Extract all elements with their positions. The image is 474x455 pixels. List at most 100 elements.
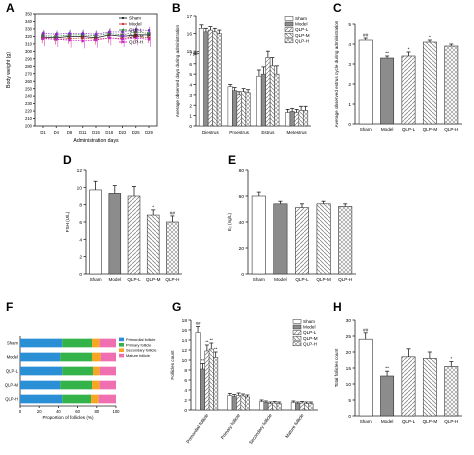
panel-c-error-bar — [449, 43, 454, 46]
panel-b-x-tick-label: Diestrus — [202, 130, 220, 135]
panel-b-y-tick-label: 15 — [187, 49, 193, 55]
panel-f-legend-label: Mature follicle — [126, 353, 150, 358]
panel-g-error-bar — [291, 400, 296, 403]
panel-g-error-bar — [259, 399, 264, 402]
panel-f-bar-segment — [91, 394, 99, 404]
panel-b-error-bar — [246, 89, 251, 93]
panel-c-error-bar — [363, 37, 368, 40]
panel-e-bar-qlp-h — [338, 206, 353, 275]
panel-a-legend-label: QLP-M — [129, 34, 144, 39]
panel-f-stacked-bar-chart: 0 20 40 60 80 100 Proportion of follicles (%) S… — [5, 336, 157, 420]
panel-a-point — [94, 32, 98, 36]
panel-b-bar-qlp-m — [212, 31, 218, 127]
panel-b-legend-label: QLP-L — [295, 27, 309, 32]
panel-d-y-tick-label: 8 — [79, 203, 82, 209]
panel-g-y-tick-label: 12 — [182, 348, 188, 354]
panel-b-y-tick-label: 0 — [189, 124, 192, 130]
panel-h-y-tick-label: 15 — [346, 366, 352, 372]
panel-g-bar-qlp-h — [213, 357, 219, 411]
panel-b-legend-swatch — [284, 32, 294, 38]
panel-a-point — [121, 38, 124, 41]
panel-d-bar-qlp-h — [166, 221, 179, 275]
panel-d-y-tick-label: 6 — [79, 220, 82, 226]
panel-g-error-bar — [308, 401, 313, 404]
panel-g-error-bar — [268, 401, 273, 404]
panel-a-y-tick-label: 350 — [25, 12, 33, 17]
panel-g-y-tick-label: 8 — [184, 368, 187, 374]
panel-a-point — [147, 29, 151, 32]
panel-a-legend-label: Sham — [129, 16, 141, 21]
panel-g-error-bar — [263, 400, 268, 403]
panel-b-axis-break-mark — [192, 52, 200, 56]
panel-a-y-tick-label: 260 — [25, 79, 33, 84]
panel-b-error-bar — [285, 109, 290, 113]
panel-b-y-tick-label: 3 — [189, 93, 192, 99]
panel-f-bar-segment — [92, 380, 100, 390]
panel-a-legend-label: QLP-L — [129, 28, 143, 33]
panel-g-y-tick-label: 10 — [182, 358, 188, 364]
panel-f-bar-segment — [62, 394, 92, 404]
panel-b-legend-label: Model — [295, 22, 308, 27]
panel-h-error-bar — [385, 370, 390, 376]
panel-b-x-tick-label: Proestrus — [229, 130, 249, 135]
panel-f-y-tick-label: Sham — [7, 341, 18, 346]
panel-b-error-bar — [299, 105, 304, 111]
panel-h-y-tick-label: 10 — [346, 382, 352, 388]
panel-d-error-bar — [132, 186, 136, 196]
panel-c-bar-model — [380, 57, 395, 125]
panel-g-bar-qlp-h — [244, 396, 250, 411]
panel-b-bar-qlp-m — [241, 91, 247, 127]
panel-d-y-tick-label: 12 — [77, 168, 83, 174]
panel-f-bar-segment — [20, 366, 63, 376]
panel-d-x-tick-label: Sham — [90, 277, 102, 282]
panel-f-x-tick-label: 40 — [56, 409, 61, 414]
panel-b-error-bar — [265, 50, 270, 58]
panel-g-y-tick-label: 18 — [182, 318, 188, 324]
panel-a-x-tick-label: D8 — [67, 130, 73, 135]
panel-g-bar-qlp-l — [299, 402, 305, 411]
panel-b-legend-swatch — [284, 38, 294, 44]
panel-b-error-bar — [270, 57, 275, 66]
panel-g-bar-qlp-l — [204, 350, 210, 411]
panel-f-x-tick-label: 20 — [37, 409, 42, 414]
panel-a-point — [134, 36, 138, 40]
panel-g-legend-swatch — [292, 341, 302, 347]
panel-f-legend-swatch — [119, 348, 124, 352]
panel-b-error-bar — [294, 109, 299, 113]
panel-h-y-tick-label: 30 — [346, 318, 352, 324]
panel-b-error-bar — [217, 29, 222, 34]
panel-g-error-bar — [245, 394, 250, 397]
panel-g-bar-sham — [259, 401, 265, 411]
panel-d-error-bar — [170, 215, 175, 222]
panel-e-y-tick-label: 60 — [239, 194, 245, 200]
panel-e-y-axis-label: E₂ (ng/L) — [227, 212, 232, 231]
panel-b-legend-label: QLP-H — [295, 38, 309, 43]
panel-a-series-qlp-m — [41, 25, 151, 38]
panel-e-x-tick-label: QLP-H — [338, 277, 352, 282]
panel-g-significance-label: ## — [196, 321, 201, 326]
panel-a-y-tick-label: 320 — [25, 34, 33, 39]
panel-g-bar-qlp-m — [208, 348, 214, 411]
panel-f-legend-swatch — [119, 353, 124, 358]
panel-c-bar-chart: 0 1 2 3 4 5 Average observed estrus cycle duri… — [334, 20, 462, 132]
panel-b-axis-break-mark — [192, 50, 200, 54]
panel-h-error-bar — [406, 348, 411, 357]
panel-g-legend-label: QLP-M — [303, 336, 318, 341]
panel-g-bar-qlp-m — [240, 395, 246, 411]
panel-g-bar-model — [295, 403, 301, 411]
panel-h-y-axis-label: Total follicles count — [334, 348, 339, 387]
panel-b-bar-model — [203, 31, 209, 127]
panel-d-y-tick-label: 4 — [79, 237, 82, 243]
panel-g-significance-label: ** — [210, 338, 214, 343]
panel-a-point — [121, 30, 124, 34]
panel-g-error-bar — [304, 401, 309, 404]
panel-a-y-tick-label: 250 — [25, 86, 33, 91]
panel-b-y-tick-label: 5 — [189, 72, 192, 78]
panel-f-y-tick-label: QLP-L — [6, 369, 19, 374]
panel-b-error-bar — [290, 107, 295, 112]
panel-a-x-tick-label: D22 — [119, 130, 127, 135]
panel-letter-e: E — [228, 153, 236, 167]
panel-a-legend-marker — [121, 34, 125, 38]
